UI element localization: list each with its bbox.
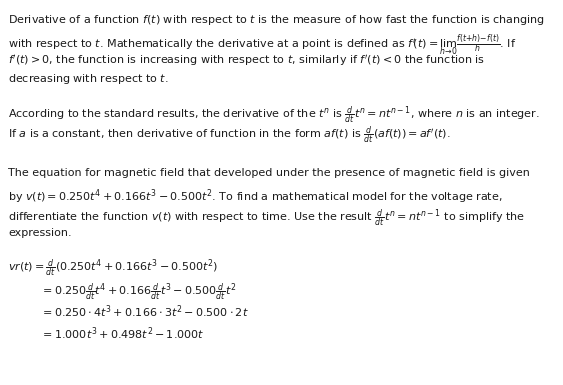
Text: $\quad\quad\quad{=}0.250\frac{d}{dt}t^4 + 0.166\frac{d}{dt}t^3 - 0.500\frac{d}{d: $\quad\quad\quad{=}0.250\frac{d}{dt}t^4 … [8,281,237,303]
Text: $\quad\quad\quad{=}0.250 \cdot 4t^3 + 0.166 \cdot 3t^2 - 0.500 \cdot 2t$: $\quad\quad\quad{=}0.250 \cdot 4t^3 + 0.… [8,303,249,320]
Text: According to the standard results, the derivative of the $t^n$ is $\frac{d}{dt}t: According to the standard results, the d… [8,104,540,126]
Text: with respect to $t$. Mathematically the derivative at a point is defined as $f'\: with respect to $t$. Mathematically the … [8,33,516,59]
Text: expression.: expression. [8,228,72,238]
Text: decreasing with respect to $t$.: decreasing with respect to $t$. [8,72,169,87]
Text: by $v(t) = 0.250t^4 + 0.166t^3 - 0.500t^2$. To find a mathematical model for the: by $v(t) = 0.250t^4 + 0.166t^3 - 0.500t^… [8,188,503,206]
Text: $f'(t) > 0$, the function is increasing with respect to $t$, similarly if $f'(t): $f'(t) > 0$, the function is increasing … [8,53,485,68]
Text: $vr(t){=}\frac{d}{dt}\left(0.250t^4 + 0.166t^3 - 0.500t^2\right)$: $vr(t){=}\frac{d}{dt}\left(0.250t^4 + 0.… [8,257,218,279]
Text: Derivative of a function $f(t)$ with respect to $t$ is the measure of how fast t: Derivative of a function $f(t)$ with res… [8,13,546,27]
Text: differentiate the function $v(t)$ with respect to time. Use the result $\frac{d}: differentiate the function $v(t)$ with r… [8,208,525,229]
Text: $\quad\quad\quad{=}1.000t^3 + 0.498t^2 - 1.000t$: $\quad\quad\quad{=}1.000t^3 + 0.498t^2 -… [8,325,205,341]
Text: The equation for magnetic field that developed under the presence of magnetic fi: The equation for magnetic field that dev… [8,168,530,178]
Text: If $a$ is a constant, then derivative of function in the form $af(t)$ is $\frac{: If $a$ is a constant, then derivative of… [8,124,451,146]
